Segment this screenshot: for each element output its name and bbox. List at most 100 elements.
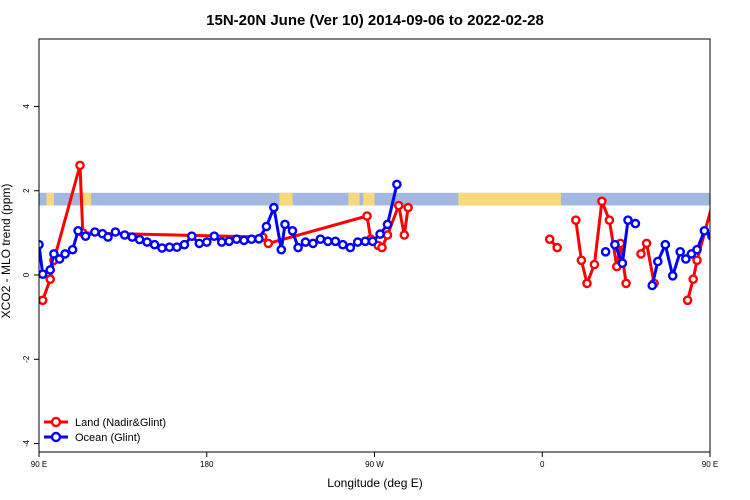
y-tick-label: -2 (22, 355, 31, 363)
ocean-data-point (246, 234, 257, 244)
ocean-data-point (345, 242, 356, 253)
ocean-data-point (186, 231, 197, 241)
ocean-data-point (164, 242, 175, 252)
ocean-data-point (103, 232, 113, 242)
ocean-data-point (216, 237, 227, 247)
y-tick-label: 4 (22, 104, 31, 109)
ocean-data-point (382, 219, 393, 230)
plot-content (39, 160, 747, 306)
ocean-data-point (134, 234, 145, 245)
land-data-point (621, 278, 631, 289)
ocean-data-point (209, 231, 219, 241)
y-tick-label: 0 (22, 272, 31, 277)
land-data-point (382, 230, 393, 240)
land-data-point (39, 295, 48, 306)
ocean-data-point (269, 202, 279, 213)
land-data-point (604, 215, 615, 225)
ocean-data-point (254, 233, 264, 244)
chart-title: 15N-20N June (Ver 10) 2014-09-06 to 2022… (206, 12, 544, 29)
ocean-data-point (300, 237, 311, 247)
x-tick-label: 90 E (702, 460, 718, 469)
ocean-data-point (647, 280, 658, 291)
land-data-point (722, 229, 729, 236)
land-data-point (263, 238, 274, 249)
land-series-line (639, 241, 656, 284)
ocean-data-point (600, 246, 611, 257)
legend: Land (Nadir&Glint) Ocean (Glint) (44, 416, 166, 444)
land-data-point (571, 215, 581, 225)
land-band-segment (458, 192, 561, 206)
land-data-point (597, 196, 607, 207)
ocean-data-point (239, 235, 249, 246)
land-data-point (692, 255, 702, 266)
land-legend-label: Land (Nadir&Glint) (75, 417, 166, 429)
land-data-point (641, 238, 652, 249)
ocean-data-point (315, 234, 326, 244)
x-tick-label: 180 (200, 460, 214, 469)
land-data-point (582, 278, 592, 289)
ocean-data-point (692, 244, 702, 255)
land-data-point (45, 274, 56, 285)
land-data-point (552, 242, 563, 253)
ocean-data-point (617, 258, 628, 269)
ocean-data-point (127, 232, 137, 242)
ocean-data-point (54, 254, 65, 264)
land-band-segment (363, 192, 375, 206)
land-data-point (544, 234, 555, 244)
ocean-data-point (660, 239, 671, 250)
ocean-data-point (49, 249, 59, 259)
plot-area (39, 160, 747, 306)
ocean-data-point (392, 179, 402, 190)
land-data-point (75, 160, 85, 171)
ocean-data-point (280, 219, 290, 230)
land-data-point (636, 249, 646, 259)
land-data-point (403, 202, 413, 213)
x-tick-label: 90 E (31, 460, 47, 469)
y-axis-label: XCO2 - MLO trend (ppm) (0, 184, 13, 319)
ocean-data-point (157, 243, 167, 253)
ocean-data-point (276, 244, 287, 255)
ocean-data-point (337, 239, 348, 250)
x-axis-label: Longitude (deg E) (327, 476, 422, 490)
land-band-segment (348, 192, 360, 206)
ocean-data-point (73, 225, 83, 236)
ocean-data-point (172, 242, 182, 252)
ocean-legend-label: Ocean (Glint) (75, 432, 140, 444)
ocean-data-point (610, 239, 620, 250)
land-data-point (688, 274, 699, 285)
land-data-point (362, 211, 372, 221)
land-data-point (719, 162, 726, 169)
ocean-data-point (718, 228, 725, 235)
ocean-data-point (67, 244, 78, 255)
ocean-data-point (740, 228, 747, 235)
land-legend-marker (50, 416, 62, 428)
x-tick-label: 90 W (365, 460, 384, 469)
ocean-data-point (675, 246, 686, 257)
ocean-data-point (360, 236, 371, 247)
land-band-segment (740, 193, 747, 206)
ocean-data-point (45, 265, 56, 275)
ocean-data-point (308, 238, 318, 249)
ocean-data-point (733, 234, 740, 241)
ocean-data-point (623, 215, 633, 225)
ocean-data-point (149, 239, 160, 250)
ocean-data-point (323, 236, 333, 247)
land-data-point (682, 295, 693, 306)
land-data-point (589, 259, 600, 270)
y-tick-label: 2 (22, 188, 31, 193)
ocean-data-point (90, 227, 100, 237)
ocean-data-point (725, 230, 732, 237)
ocean-data-point (293, 242, 303, 253)
land-data-point (576, 255, 587, 266)
ocean-data-point (681, 254, 691, 264)
ocean-data-point (60, 249, 70, 259)
ocean-data-point (80, 231, 91, 241)
ocean-data-point (194, 238, 205, 249)
ocean-data-point (179, 239, 190, 250)
ocean-data-point (39, 269, 48, 279)
land-data-point (393, 200, 404, 211)
ocean-data-point (630, 218, 641, 229)
ocean-data-point (707, 231, 710, 241)
land-band-segment (279, 192, 293, 206)
ocean-data-point (231, 234, 242, 244)
